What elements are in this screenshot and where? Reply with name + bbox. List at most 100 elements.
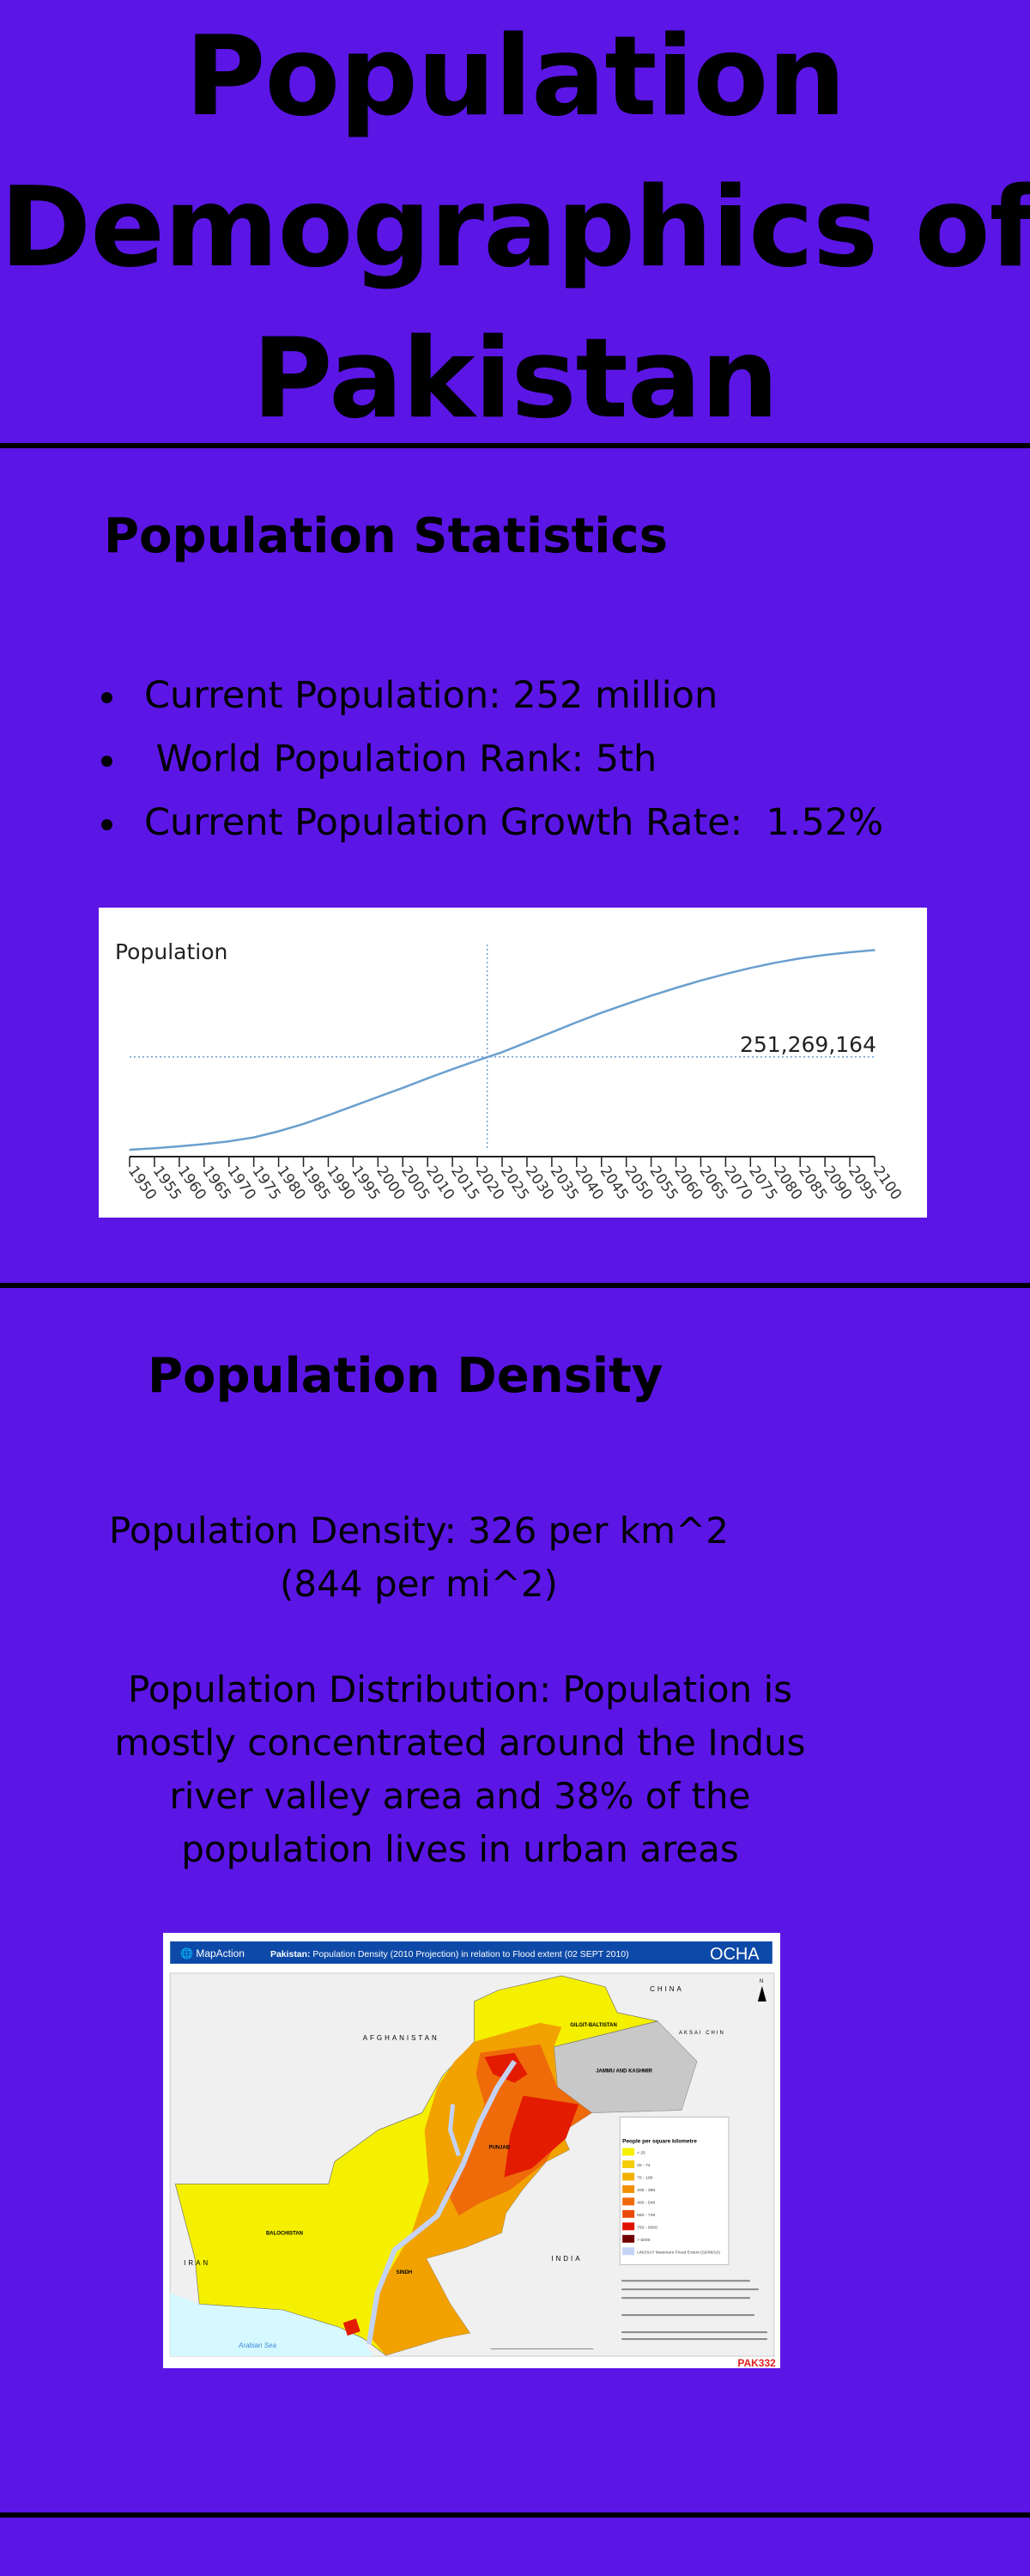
legend-title: People per square kilometre: [622, 2139, 697, 2145]
statistics-heading: Population Statistics: [104, 508, 668, 564]
note-line: [621, 2338, 767, 2341]
data-point: [179, 1145, 180, 1147]
map-image: 🌐 MapAction Pakistan: Population Density…: [169, 1941, 776, 2369]
data-point: [377, 1096, 379, 1098]
legend-swatch: [622, 2148, 635, 2156]
distribution-line: mostly concentrated around the Indus: [114, 1722, 806, 1764]
legend-label: UNOSAT Maximum Flood Extent (02/09/10): [637, 2250, 720, 2255]
mapaction-logo: 🌐 MapAction: [180, 1947, 245, 1959]
flood-extent-branch: [448, 2104, 461, 2157]
data-point: [227, 1140, 230, 1142]
population-density-map: 🌐 MapAction Pakistan: Population Density…: [163, 1933, 780, 2369]
data-point: [799, 957, 801, 959]
data-point: [501, 1051, 503, 1054]
ocha-logo: OCHA: [710, 1945, 760, 1964]
legend-swatch: [622, 2184, 635, 2193]
marker-value-label: 251,269,164: [740, 1032, 876, 1057]
note-line: [621, 2314, 754, 2317]
data-point: [476, 1060, 478, 1061]
data-point: [252, 1136, 255, 1139]
data-point: [129, 1149, 130, 1151]
density-heading: Population Density: [148, 1348, 663, 1404]
legend-label: 550 - 749: [637, 2213, 655, 2218]
divider: [0, 443, 1030, 448]
data-point: [427, 1077, 429, 1079]
map-header-bar: [170, 1941, 772, 1964]
label-iran: IRAN: [184, 2259, 210, 2267]
data-point: [402, 1087, 404, 1089]
legend-label: 400 - 549: [637, 2200, 655, 2205]
legend-label: 75 - 199: [637, 2175, 653, 2180]
map-title-rest: Population Density (2010 Projection) in …: [311, 1950, 629, 1959]
legend-label: < 25: [637, 2150, 645, 2155]
list-item: World Population Rank: 5th: [101, 729, 883, 793]
north-label: N: [760, 1979, 763, 1984]
title-line: Population: [185, 13, 846, 141]
data-point: [849, 951, 851, 953]
label-india: INDIA: [551, 2255, 582, 2263]
chart-title: Population: [115, 939, 227, 964]
title-line: Pakistan: [251, 315, 779, 443]
label-aksai-chin: AKSAI CHIN: [679, 2031, 725, 2036]
data-point: [700, 980, 702, 981]
legend-swatch: [622, 2247, 635, 2256]
karachi-area: [342, 2318, 360, 2336]
north-arrow-icon: [757, 1985, 766, 2002]
label-gilgit: GILGIT-BALTISTAN: [570, 2023, 616, 2028]
legend-swatch: [622, 2172, 635, 2181]
very-high-density-punjab: [504, 2095, 579, 2178]
data-point: [302, 1123, 305, 1125]
very-high-density-north: [484, 2052, 528, 2083]
legend-label: 25 - 74: [637, 2163, 651, 2168]
density-line: (844 per mi^2): [280, 1563, 558, 1605]
data-point: [625, 1003, 627, 1005]
distribution-line: river valley area and 38% of the: [169, 1775, 751, 1817]
legend-label: 750 - 5000: [637, 2225, 657, 2230]
legend-label: 200 - 399: [637, 2188, 655, 2193]
divider: [0, 2512, 1030, 2518]
scale-bar: [490, 2348, 594, 2350]
distribution-line: population lives in urban areas: [181, 1828, 739, 1870]
data-point: [154, 1147, 155, 1150]
label-balochistan: BALOCHISTAN: [266, 2231, 303, 2236]
label-kashmir: JAMMU AND KASHMIR: [596, 2069, 652, 2075]
label-sindh: SINDH: [397, 2270, 413, 2275]
label-punjab: PUNJAB: [488, 2146, 510, 2151]
map-legend: People per square kilometre < 25 25 - 74 7…: [619, 2117, 730, 2265]
data-point: [352, 1105, 354, 1107]
legend-swatch: [622, 2197, 635, 2206]
label-arabian-sea: Arabian Sea: [238, 2342, 276, 2349]
ocha-label: OCHA: [710, 1945, 760, 1964]
population-line-chart: Population195019551960196519701975198019…: [115, 939, 905, 1203]
data-point: [724, 973, 727, 975]
data-point: [277, 1130, 280, 1133]
title-line: Demographics of: [0, 164, 1030, 292]
x-tick-label: 2100: [869, 1163, 905, 1203]
legend-box: [619, 2117, 730, 2265]
note-line: [621, 2280, 750, 2282]
legend-swatch: [622, 2160, 635, 2168]
arabian-sea: [170, 2293, 373, 2357]
list-item: Current Population: 252 million: [101, 665, 883, 729]
data-point: [650, 994, 652, 997]
note-line: [621, 2297, 750, 2300]
legend-swatch: [622, 2234, 635, 2243]
data-point: [203, 1143, 205, 1145]
density-value: Population Density: 326 per km^2 (844 pe…: [76, 1504, 762, 1611]
data-point: [576, 1021, 578, 1024]
map-title: Pakistan: Population Density (2010 Proje…: [270, 1950, 629, 1959]
list-item: Current Population Growth Rate: 1.52%: [101, 793, 883, 856]
note-line: [621, 2288, 759, 2291]
data-point: [451, 1068, 453, 1070]
statistics-list: Current Population: 252 million World Po…: [101, 665, 883, 856]
data-point: [551, 1031, 553, 1033]
distribution-paragraph: Population Distribution: Population is m…: [74, 1663, 846, 1876]
data-point: [600, 1012, 603, 1014]
legend-label: > 5000: [637, 2238, 651, 2243]
data-point: [874, 949, 876, 951]
legend-swatch: [622, 2222, 635, 2231]
map-title-bold: Pakistan:: [270, 1950, 311, 1959]
data-point: [824, 954, 826, 956]
label-afghanistan: AFGHANISTAN: [363, 2034, 439, 2042]
legend-swatch: [622, 2209, 635, 2218]
